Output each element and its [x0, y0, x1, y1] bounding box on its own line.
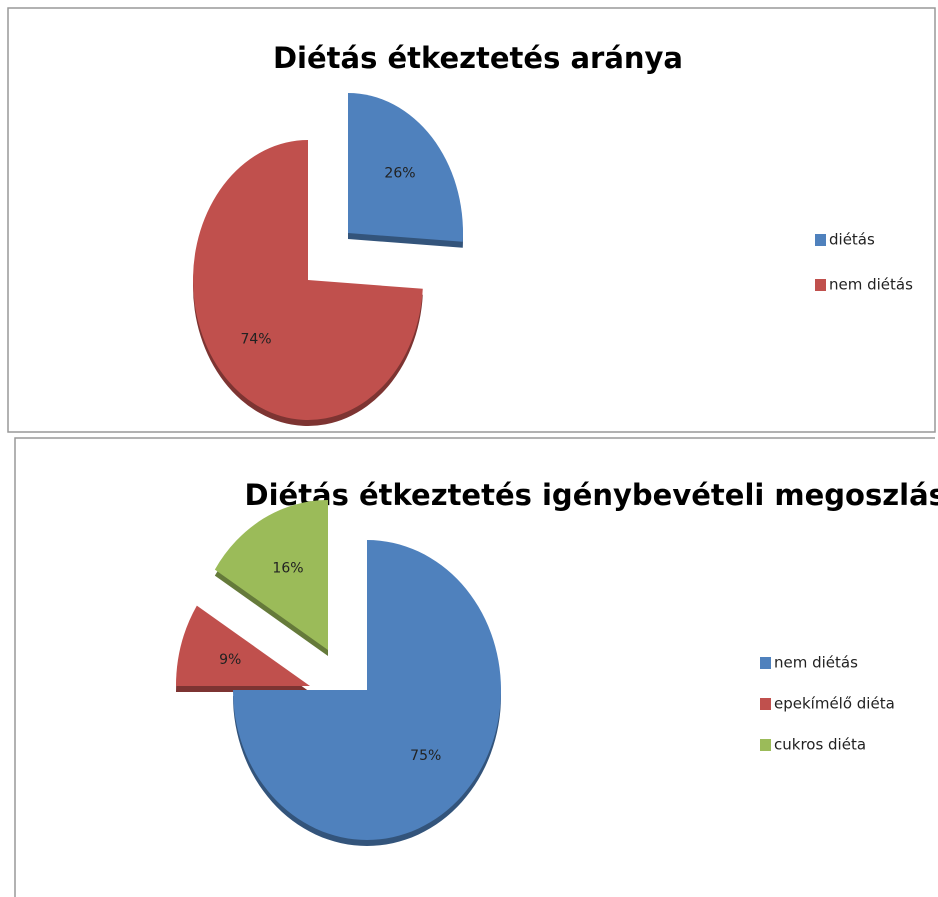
legend-label: cukros diéta: [774, 736, 866, 754]
data-label: 75%: [410, 748, 441, 764]
chart-title: Diétás étkeztetés aránya: [273, 41, 683, 75]
data-label: 9%: [219, 652, 241, 668]
chart-frame: [7, 7, 936, 433]
legend-label: nem diétás: [829, 276, 913, 294]
slice: [233, 540, 501, 840]
slice: [192, 140, 423, 420]
legend-label: epekímélő diéta: [774, 695, 895, 713]
legend-swatch: [760, 657, 771, 669]
chart-title: Diétás étkeztetés igénybevételi megoszlá…: [245, 478, 938, 512]
legend-swatch: [760, 739, 771, 751]
legend-label: nem diétás: [774, 654, 858, 672]
legend-swatch: [760, 698, 771, 710]
slice: [214, 500, 328, 650]
legend-label: diétás: [829, 231, 875, 249]
chart-frame: [14, 437, 935, 897]
slice: [348, 93, 463, 242]
slice: [176, 605, 310, 686]
data-label: 26%: [384, 166, 415, 182]
data-label: 16%: [272, 561, 303, 577]
data-label: 74%: [240, 331, 271, 347]
legend-swatch: [815, 234, 826, 246]
legend-swatch: [815, 279, 826, 291]
